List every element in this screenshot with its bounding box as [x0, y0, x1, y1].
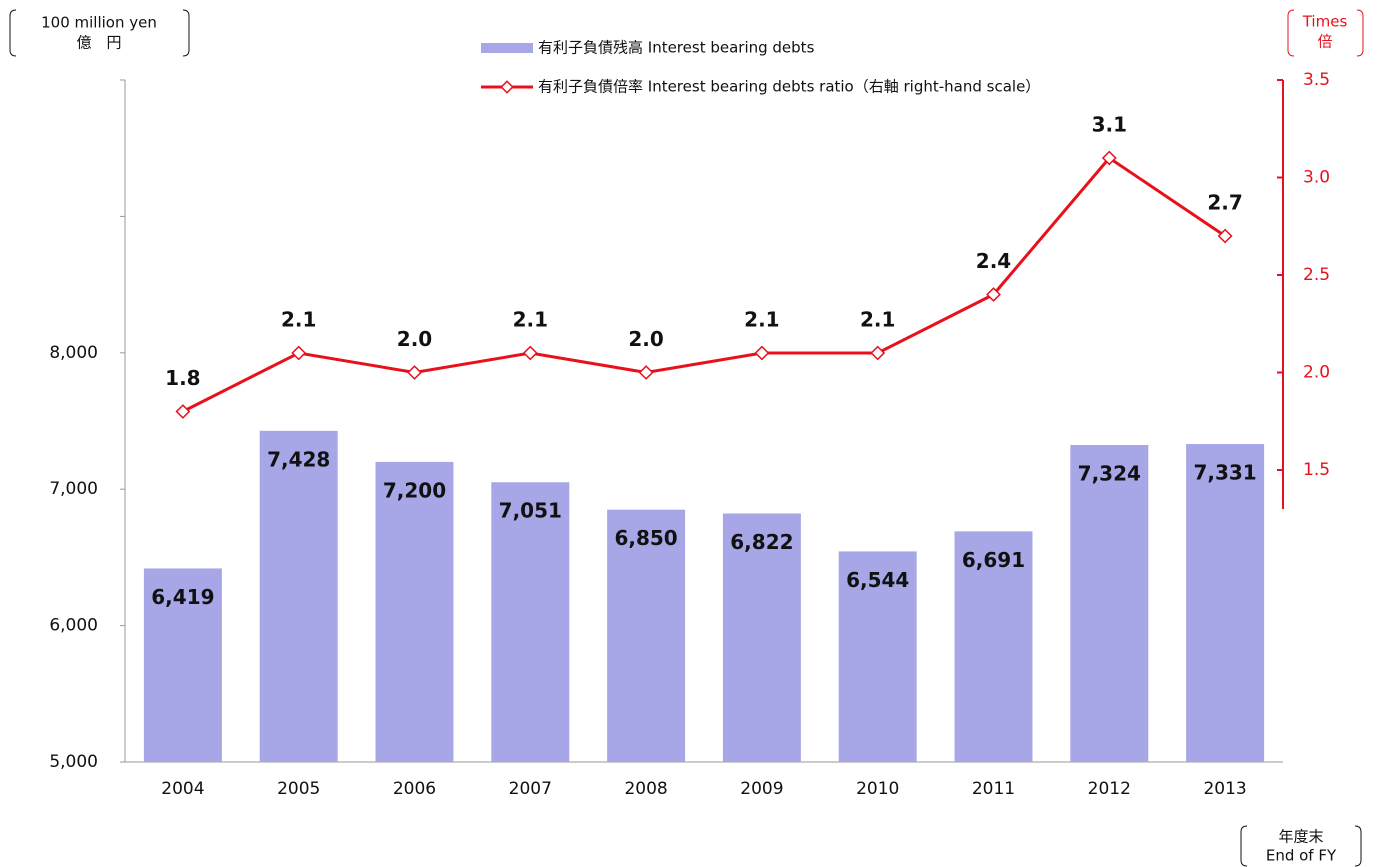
y-unit-en: 100 million yen: [41, 14, 157, 32]
x-tick-label: 2009: [740, 779, 783, 799]
bar: [143, 568, 222, 762]
y-tick-label: 7,000: [49, 479, 98, 499]
bar: [607, 509, 686, 762]
bracket: [1354, 825, 1362, 867]
line-value-label: 2.1: [513, 308, 548, 332]
y-tick-label: 5,000: [49, 752, 98, 772]
x-tick-label: 2012: [1088, 779, 1131, 799]
y-tick-label: 8,000: [49, 343, 98, 363]
bar: [1070, 445, 1149, 762]
legend-swatch: [481, 43, 533, 53]
legend-label: 有利子負債倍率 Interest bearing debts ratio（右軸 …: [538, 78, 1040, 96]
x-unit-en: End of FY: [1266, 847, 1337, 865]
marker: [175, 404, 191, 419]
marker: [1217, 228, 1233, 244]
marker: [407, 365, 422, 380]
line-value-label: 2.0: [628, 327, 663, 351]
bar: [722, 513, 801, 762]
x-unit: 年度末 End of FY: [1240, 825, 1362, 867]
bar: [491, 482, 570, 762]
bar: [954, 531, 1033, 762]
legend-label: 有利子負債残高 Interest bearing debts: [538, 39, 815, 57]
x-tick-label: 2006: [393, 779, 436, 799]
y2-tick-label: 3.0: [1303, 168, 1330, 188]
bar: [838, 551, 917, 762]
bracket: [1356, 9, 1364, 57]
y2-unit-en: Times: [1302, 13, 1348, 31]
x-tick-label: 2004: [161, 779, 204, 799]
y-unit: 100 million yen 億 円: [9, 9, 190, 57]
x-tick-label: 2008: [624, 779, 667, 799]
x-unit-ja: 年度末: [1278, 828, 1323, 846]
y2-tick-label: 3.5: [1303, 70, 1330, 90]
x-tick-label: 2013: [1203, 779, 1246, 799]
bar-value-label: 6,691: [962, 548, 1025, 572]
bracket: [182, 9, 190, 57]
bar-value-label: 6,419: [151, 585, 214, 609]
marker: [870, 345, 886, 361]
bar-value-label: 6,850: [614, 526, 677, 550]
bar-value-label: 7,428: [267, 447, 330, 471]
y2-tick-label: 2.0: [1303, 363, 1330, 383]
x-tick-label: 2011: [972, 779, 1015, 799]
line-value-label: 3.1: [1092, 113, 1127, 137]
y-unit-ja: 億 円: [76, 34, 121, 52]
bracket: [9, 9, 17, 57]
line-value-label: 2.0: [397, 327, 432, 351]
line-value-label: 2.7: [1207, 191, 1242, 215]
y-tick-label: 6,000: [49, 616, 98, 636]
y2-unit-ja: 倍: [1317, 33, 1332, 51]
y2-unit: Times 倍: [1287, 9, 1364, 57]
marker: [638, 365, 654, 380]
line-value-label: 2.1: [744, 308, 779, 332]
line-value-label: 2.4: [976, 249, 1011, 273]
y2-tick-label: 1.5: [1303, 460, 1330, 480]
marker: [1101, 150, 1117, 166]
bar: [259, 430, 338, 762]
x-tick-label: 2005: [277, 779, 320, 799]
bar-value-label: 7,324: [1078, 462, 1141, 486]
x-tick-label: 2007: [509, 779, 552, 799]
marker: [291, 345, 307, 361]
line-value-label: 1.8: [165, 366, 200, 390]
bar-value-label: 7,051: [499, 499, 562, 523]
x-tick-label: 2010: [856, 779, 899, 799]
bar-value-label: 7,331: [1193, 461, 1256, 485]
line-value-label: 2.1: [860, 308, 895, 332]
marker: [986, 287, 1001, 302]
bar: [375, 461, 454, 762]
bracket: [1287, 9, 1295, 57]
bar-value-label: 6,544: [846, 568, 909, 592]
bracket: [1240, 825, 1248, 867]
bar: [1186, 444, 1265, 762]
line-value-label: 2.1: [281, 308, 316, 332]
legend-marker: [500, 80, 514, 94]
bar-value-label: 6,822: [730, 530, 793, 554]
marker: [754, 345, 770, 361]
y2-tick-label: 2.5: [1303, 265, 1330, 285]
marker: [522, 345, 538, 361]
bar-value-label: 7,200: [383, 478, 446, 502]
line: [182, 156, 1226, 413]
